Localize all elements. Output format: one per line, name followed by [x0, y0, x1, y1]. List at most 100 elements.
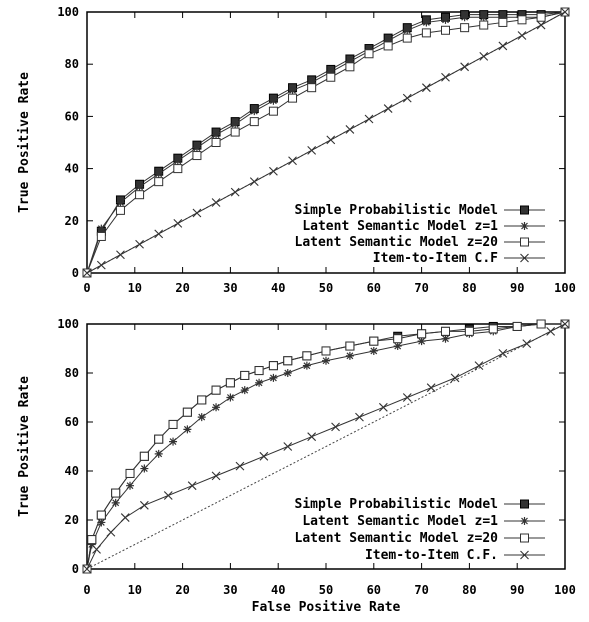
data-point	[345, 125, 355, 134]
x-tick-label: 40	[271, 583, 285, 597]
y-tick-label: 0	[72, 266, 79, 280]
x-tick-label: 20	[175, 583, 189, 597]
data-point	[230, 187, 240, 197]
x-tick-label: 30	[223, 583, 237, 597]
data-point	[92, 545, 101, 554]
data-point	[240, 370, 250, 380]
data-point	[283, 442, 293, 451]
data-point	[139, 451, 149, 461]
data-point	[231, 120, 240, 129]
legend-label: Latent Semantic Model z=20	[295, 235, 499, 250]
data-point	[302, 361, 311, 370]
legend-marker	[520, 222, 529, 230]
data-point	[498, 17, 508, 27]
data-point	[235, 461, 245, 471]
x-tick-label: 20	[175, 281, 189, 295]
series-3	[82, 319, 570, 574]
data-point	[96, 231, 106, 241]
data-point	[402, 33, 412, 43]
y-tick-label: 20	[65, 513, 79, 527]
y-tick-label: 100	[57, 5, 79, 19]
x-tick-label: 70	[414, 281, 428, 295]
data-point	[393, 342, 402, 351]
x-tick-label: 80	[462, 281, 476, 295]
data-point	[240, 386, 249, 395]
data-point	[211, 385, 221, 395]
legend-marker	[520, 517, 529, 525]
legend-label: Latent Semantic Model z=1	[302, 219, 498, 234]
data-point	[345, 62, 355, 72]
data-point	[488, 324, 498, 334]
data-point	[498, 349, 508, 358]
legend-marker	[520, 237, 529, 247]
data-point	[230, 127, 240, 137]
data-point	[369, 346, 378, 355]
data-point	[498, 41, 508, 51]
x-tick-label: 0	[83, 281, 90, 295]
y-axis-label: True Positive Rate	[17, 72, 32, 213]
data-point	[154, 434, 164, 444]
y-tick-label: 60	[65, 109, 79, 123]
data-point	[192, 151, 202, 161]
data-point	[307, 145, 317, 155]
data-point	[522, 339, 532, 348]
data-point	[268, 106, 278, 116]
data-point	[283, 356, 293, 366]
data-point	[441, 326, 450, 336]
data-point	[97, 518, 106, 527]
chart-top: 0 10 20 30 40 50 60 70 80 90 100 0 20 40 60 80 100 True P…	[17, 5, 576, 295]
data-point	[345, 351, 354, 360]
x-tick-label: 90	[510, 583, 524, 597]
data-point	[225, 378, 235, 388]
x-tick-label: 50	[319, 281, 333, 295]
data-point	[269, 166, 278, 176]
data-point	[87, 540, 96, 549]
data-point	[154, 449, 163, 458]
x-tick-label: 100	[554, 583, 576, 597]
data-point	[249, 177, 259, 187]
data-point	[135, 239, 144, 249]
data-point	[402, 393, 412, 402]
x-tick-label: 70	[414, 583, 428, 597]
data-point	[479, 20, 489, 30]
x-tick-label: 100	[554, 281, 576, 295]
data-point	[173, 156, 182, 165]
data-point	[393, 334, 403, 344]
data-point	[364, 49, 374, 59]
data-point	[168, 419, 178, 429]
x-tick-label: 60	[367, 281, 381, 295]
data-point	[331, 422, 340, 432]
x-axis-label: False Positive Rate	[252, 600, 401, 615]
data-point	[135, 190, 145, 200]
data-point	[383, 41, 393, 51]
data-point	[211, 198, 221, 207]
chart-bottom: 0 10 20 30 40 50 60 70 80 90 100 0 20 40 60 80 100 True P…	[17, 317, 576, 615]
data-point	[212, 403, 221, 412]
data-point	[421, 83, 431, 93]
data-point	[417, 337, 426, 346]
data-point	[536, 319, 546, 329]
y-tick-label: 100	[57, 317, 79, 331]
y-tick-label: 40	[65, 464, 79, 478]
x-tick-label: 10	[128, 281, 142, 295]
data-point	[321, 346, 331, 356]
data-point	[192, 208, 202, 218]
data-point	[307, 432, 317, 442]
data-point	[460, 23, 470, 33]
data-point	[288, 156, 297, 166]
data-point	[197, 395, 207, 405]
data-point	[269, 96, 278, 105]
data-point	[126, 481, 135, 490]
data-point	[546, 326, 556, 336]
legend-marker	[520, 499, 529, 509]
legend-label: Simple Probabilistic Model	[295, 203, 499, 218]
data-point	[183, 425, 192, 434]
data-point	[307, 83, 317, 93]
data-point	[82, 564, 92, 574]
legend-label: Latent Semantic Model z=1	[302, 514, 498, 529]
x-tick-label: 90	[510, 281, 524, 295]
data-point	[479, 51, 489, 61]
series-line	[86, 11, 566, 274]
x-tick-label: 40	[271, 281, 285, 295]
data-point	[355, 412, 364, 422]
